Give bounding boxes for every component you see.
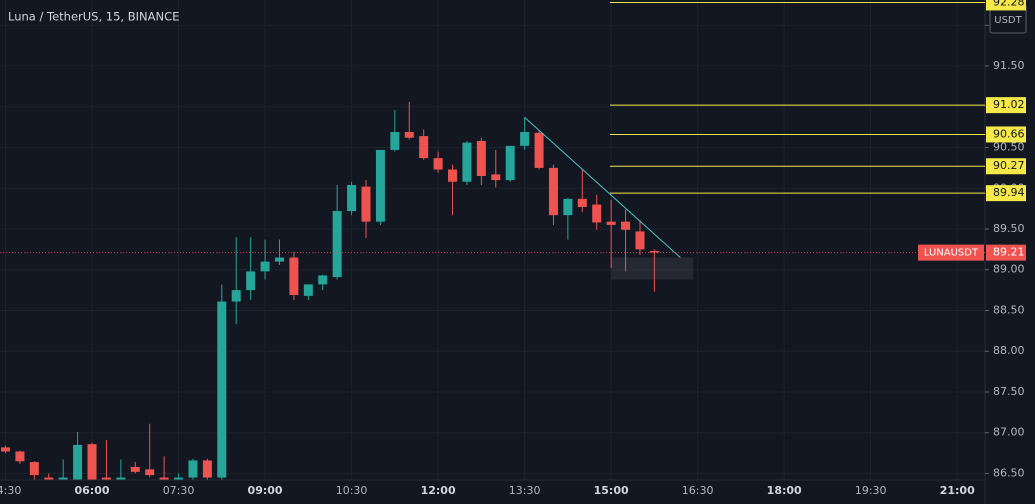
y-tick-label: 90.50	[993, 141, 1025, 154]
candle-body	[318, 275, 328, 285]
candle-body	[635, 231, 645, 250]
candle-body	[577, 198, 587, 207]
y-tick-label: 89.50	[993, 222, 1025, 235]
candle-body	[375, 149, 385, 222]
candle-body	[303, 284, 313, 296]
x-tick-label: 16:30	[682, 484, 714, 497]
x-tick-label: 13:30	[509, 484, 541, 497]
candle-body	[649, 251, 659, 253]
candle-body	[476, 140, 486, 177]
chart-title: Luna / TetherUS, 15, BINANCE	[8, 10, 179, 24]
candle-body	[448, 169, 458, 182]
candle-body	[592, 204, 602, 223]
candle-body	[231, 290, 241, 302]
x-tick-label: 10:30	[336, 484, 368, 497]
horizontal-line-label: 92.28	[993, 0, 1025, 8]
candle-body	[419, 136, 429, 159]
candle-body	[462, 142, 472, 182]
candle-body	[491, 174, 501, 181]
candle-body	[1, 447, 10, 452]
candle-body	[159, 477, 169, 480]
last-price-box	[986, 244, 1026, 261]
candle-body	[332, 211, 342, 278]
x-tick-label: 09:00	[248, 484, 283, 497]
candle-body	[606, 221, 616, 225]
x-tick-label: 06:00	[75, 484, 110, 497]
horizontal-line-label: 91.02	[993, 98, 1025, 111]
horizontal-line-label-box	[986, 97, 1026, 114]
candle-body	[130, 466, 140, 472]
candle-body	[390, 132, 400, 150]
x-tick-label: 19:30	[855, 484, 887, 497]
x-tick-label: 04:30	[0, 484, 21, 497]
candle-body	[202, 460, 212, 478]
y-tick-label: 89.00	[993, 263, 1025, 276]
candle-body	[274, 257, 284, 262]
candle-body	[87, 444, 97, 480]
candle-body	[534, 132, 544, 168]
trendline	[524, 116, 681, 258]
currency-label: USDT	[994, 15, 1022, 26]
candle-body	[563, 198, 573, 216]
horizontal-line-label: 90.66	[993, 127, 1025, 140]
candle-body	[174, 477, 184, 480]
last-price-name: LUNAUSDT	[924, 248, 979, 259]
horizontal-line-label: 90.27	[993, 159, 1025, 172]
y-tick-label: 88.50	[993, 303, 1025, 316]
horizontal-line-label: 89.94	[993, 186, 1025, 199]
y-tick-label: 88.00	[993, 344, 1025, 357]
candle-body	[145, 469, 155, 476]
y-tick-label: 87.50	[993, 385, 1025, 398]
candle-body	[260, 261, 270, 272]
x-tick-label: 21:00	[940, 484, 975, 497]
candle-body	[548, 167, 558, 216]
plot-area	[1, 101, 694, 480]
horizontal-line-label-box	[986, 126, 1026, 143]
candle-body	[15, 451, 25, 462]
x-tick-label: 12:00	[421, 484, 456, 497]
candle-body	[361, 186, 371, 222]
candle-body	[116, 477, 126, 480]
candle-body	[101, 477, 111, 480]
y-tick-label: 87.00	[993, 426, 1025, 439]
x-tick-label: 18:00	[767, 484, 802, 497]
horizontal-line-label-box	[986, 0, 1026, 11]
candle-body	[58, 477, 68, 480]
candle-body	[404, 132, 414, 138]
candle-body	[505, 145, 515, 181]
y-tick-label: 91.50	[993, 59, 1025, 72]
candle-body	[347, 184, 357, 212]
candle-body	[520, 132, 530, 146]
candle-body	[73, 444, 83, 480]
candle-body	[433, 158, 443, 170]
x-tick-label: 07:30	[163, 484, 195, 497]
last-price-label: 89.21	[993, 246, 1025, 259]
horizontal-line-label-box	[986, 158, 1026, 175]
range-box	[611, 257, 694, 280]
candle-body	[621, 221, 631, 230]
grid	[0, 0, 985, 480]
x-tick-label: 15:00	[594, 484, 629, 497]
candle-body	[246, 271, 256, 291]
candle-body	[289, 257, 299, 296]
candle-body	[44, 477, 54, 480]
candle-body	[188, 460, 198, 478]
horizontal-line-label-box	[986, 185, 1026, 202]
last-price-name-box	[918, 244, 984, 261]
candle-body	[217, 301, 227, 478]
candle-body	[29, 462, 39, 476]
y-tick-label: 86.50	[993, 466, 1025, 479]
